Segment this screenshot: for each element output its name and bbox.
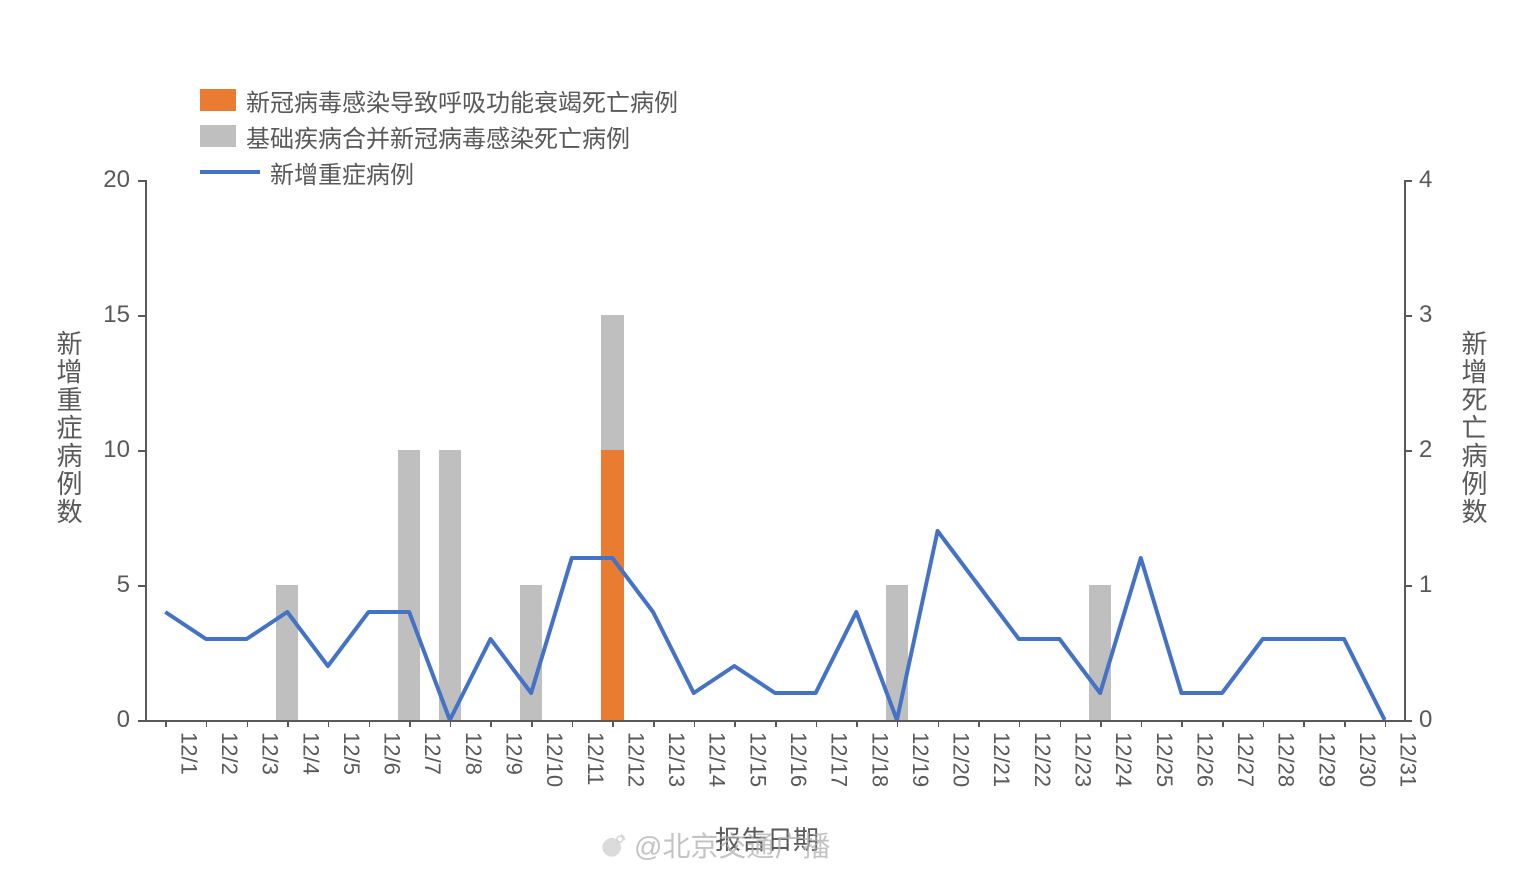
y-axis-right-label: 新增死亡病例数 [1455,330,1492,526]
x-tick-label: 12/29 [1313,732,1339,787]
legend-item: 基础疾病合并新冠病毒感染死亡病例 [200,120,678,152]
x-tick-label: 12/22 [1029,732,1055,787]
x-tick [1019,720,1021,727]
x-tick [287,720,289,727]
y-left-tick [138,180,145,182]
x-tick [369,720,371,727]
x-tick [409,720,411,727]
x-tick [978,720,980,727]
x-tick-label: 12/3 [257,732,283,775]
x-tick-label: 12/7 [419,732,445,775]
legend-label: 新冠病毒感染导致呼吸功能衰竭死亡病例 [246,83,678,118]
x-tick [1181,720,1183,727]
y-axis-left-label: 新增重症病例数 [50,330,87,526]
x-tick-label: 12/12 [622,732,648,787]
x-tick [247,720,249,727]
y-left-tick-label: 5 [90,571,130,599]
x-tick [775,720,777,727]
x-tick [328,720,330,727]
y-left-tick-label: 10 [90,436,130,464]
x-tick-label: 12/11 [582,732,608,785]
x-tick [1344,720,1346,727]
x-tick [897,720,899,727]
y-left-tick-label: 20 [90,166,130,194]
legend-swatch [200,89,236,111]
x-tick [1263,720,1265,727]
x-tick-label: 12/20 [948,732,974,787]
x-tick-label: 12/5 [338,732,364,775]
y-right-tick-label: 4 [1419,166,1459,194]
x-tick [734,720,736,727]
x-tick-label: 12/25 [1151,732,1177,787]
x-tick [612,720,614,727]
y-left-tick [138,720,145,722]
legend: 新冠病毒感染导致呼吸功能衰竭死亡病例基础疾病合并新冠病毒感染死亡病例新增重症病例 [200,84,678,192]
y-right-tick-label: 1 [1419,571,1459,599]
watermark: @北京交通广播 [600,825,830,865]
y-right-tick [1405,315,1412,317]
x-tick [694,720,696,727]
y-right-tick [1405,585,1412,587]
x-tick [572,720,574,727]
x-tick [1060,720,1062,727]
x-tick-label: 12/17 [826,732,852,787]
y-right-tick-label: 2 [1419,436,1459,464]
y-left-tick [138,315,145,317]
y-right-tick [1405,450,1412,452]
x-tick-label: 12/6 [379,732,405,775]
x-tick [653,720,655,727]
x-tick [856,720,858,727]
legend-swatch [200,170,260,174]
weibo-icon [600,831,628,859]
x-tick [938,720,940,727]
x-tick-label: 12/18 [866,732,892,787]
x-tick-label: 12/23 [1070,732,1096,787]
x-tick-label: 12/10 [541,732,567,787]
x-tick [450,720,452,727]
x-tick [165,720,167,727]
y-right-tick [1405,720,1412,722]
line-series [145,180,1405,720]
x-tick-label: 12/14 [704,732,730,787]
x-tick [531,720,533,727]
legend-item: 新冠病毒感染导致呼吸功能衰竭死亡病例 [200,84,678,116]
x-tick-label: 12/26 [1191,732,1217,787]
y-left-tick-label: 0 [90,706,130,734]
x-tick-label: 12/9 [500,732,526,775]
y-left-tick-label: 15 [90,301,130,329]
x-tick-label: 12/31 [1395,732,1421,787]
x-tick-label: 12/1 [175,732,201,775]
plot-area [145,180,1405,720]
x-tick-label: 12/24 [1110,732,1136,787]
y-right-tick [1405,180,1412,182]
x-tick [206,720,208,727]
x-tick-label: 12/28 [1273,732,1299,787]
x-tick [1385,720,1387,727]
x-tick-label: 12/30 [1354,732,1380,787]
x-tick-label: 12/8 [460,732,486,775]
x-tick [1303,720,1305,727]
chart-container: 新冠病毒感染导致呼吸功能衰竭死亡病例基础疾病合并新冠病毒感染死亡病例新增重症病例… [0,0,1516,876]
y-right-tick-label: 3 [1419,301,1459,329]
x-tick-label: 12/15 [744,732,770,787]
y-left-tick [138,585,145,587]
y-right-tick-label: 0 [1419,706,1459,734]
x-tick-label: 12/2 [216,732,242,775]
x-tick [1100,720,1102,727]
x-tick-label: 12/4 [297,732,323,775]
x-tick-label: 12/13 [663,732,689,787]
legend-swatch [200,125,236,147]
x-tick-label: 12/19 [907,732,933,787]
x-tick [1141,720,1143,727]
x-tick-label: 12/27 [1232,732,1258,787]
x-tick-label: 12/21 [988,732,1014,787]
y-left-tick [138,450,145,452]
axis-line [145,180,147,720]
watermark-text: @北京交通广播 [634,825,830,865]
x-tick [490,720,492,727]
x-tick-label: 12/16 [785,732,811,787]
x-tick [816,720,818,727]
x-tick [1222,720,1224,727]
legend-label: 基础疾病合并新冠病毒感染死亡病例 [246,119,630,154]
